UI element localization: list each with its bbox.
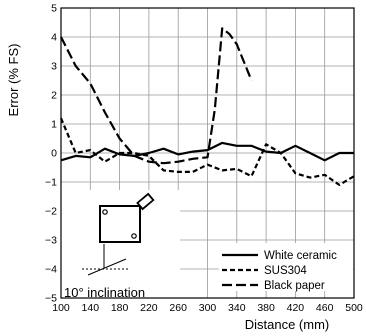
legend-label-white-ceramic: White ceramic — [264, 250, 337, 262]
inclination-target-line — [87, 258, 127, 276]
sensor-body-icon — [99, 205, 141, 243]
x-tick-label: 100 — [52, 302, 70, 314]
y-tick-label: −1 — [45, 177, 57, 189]
sensor-screw-icon — [102, 209, 108, 215]
series-line-white-ceramic — [60, 141, 354, 162]
y-tick-label: 1 — [51, 119, 57, 131]
y-tick-labels: −5 −4 −3 −2 −1 0 1 2 3 4 5 — [45, 3, 57, 305]
y-tick-label: −5 — [45, 293, 57, 305]
y-tick-label: −2 — [45, 206, 57, 218]
x-tick-label: 420 — [287, 302, 305, 314]
x-tick-label: 300 — [199, 302, 217, 314]
x-tick-label: 180 — [111, 302, 129, 314]
sensor-screw-icon — [131, 233, 137, 239]
legend-label-black-paper: Black paper — [264, 280, 325, 292]
x-axis-title: Distance (mm) — [245, 317, 330, 332]
x-tick-label: 140 — [82, 302, 100, 314]
x-tick-label: 460 — [316, 302, 334, 314]
inclination-inset: 10° inclination — [60, 190, 180, 302]
y-tick-label: −3 — [45, 235, 57, 247]
sensor-head-icon — [136, 192, 155, 211]
x-tick-label: 500 — [345, 302, 363, 314]
x-tick-label: 220 — [140, 302, 158, 314]
y-tick-label: −4 — [45, 264, 57, 276]
y-tick-label: 2 — [51, 90, 57, 102]
y-tick-label: 5 — [51, 3, 57, 15]
plot-frame — [60, 7, 355, 299]
x-tick-labels: 100 140 180 220 260 300 340 380 420 460 500 — [52, 302, 363, 314]
legend-label-sus304: SUS304 — [264, 265, 307, 277]
x-tick-label: 340 — [228, 302, 246, 314]
y-tick-label: 0 — [51, 148, 57, 160]
series-line-black-paper — [60, 27, 253, 165]
y-tick-label: 4 — [51, 32, 57, 44]
legend: White ceramic SUS304 Black paper — [219, 243, 353, 292]
x-tick-label: 260 — [169, 302, 187, 314]
legend-background — [219, 243, 353, 291]
x-tick-label: 380 — [257, 302, 275, 314]
series-line-sus304 — [59, 117, 355, 186]
y-tick-label: 3 — [51, 61, 57, 73]
series-lines — [59, 27, 355, 186]
inclination-label: 10° inclination — [64, 285, 145, 300]
y-axis-title: Error (% FS) — [6, 44, 21, 117]
